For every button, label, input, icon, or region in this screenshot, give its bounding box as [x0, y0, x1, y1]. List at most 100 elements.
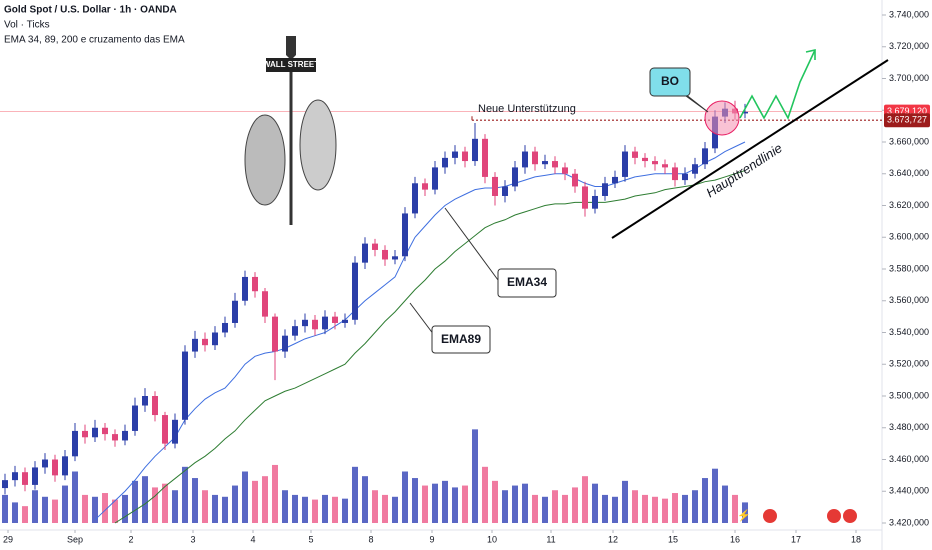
header-volume: Vol · Ticks — [4, 20, 50, 31]
candle-body — [622, 151, 628, 177]
candle-body — [372, 243, 378, 250]
sign-top — [286, 36, 296, 60]
candle-body — [312, 319, 318, 330]
volume-bar — [52, 499, 58, 523]
y-tick-label: 3.420,000 — [889, 517, 929, 527]
projection-arrow — [739, 49, 816, 120]
volume-bar — [742, 502, 748, 523]
candle-body — [562, 167, 568, 174]
bull — [299, 99, 337, 191]
volume-bar — [552, 490, 558, 523]
bo-label: BO — [661, 74, 679, 88]
candle-body — [582, 186, 588, 209]
volume-bar — [122, 494, 128, 523]
volume-bar — [362, 476, 368, 523]
volume-bar — [72, 471, 78, 523]
volume-bar — [722, 485, 728, 523]
candle-body — [22, 472, 28, 485]
volume-bar — [152, 487, 158, 523]
y-tick-label: 3.640,000 — [889, 168, 929, 178]
candle-body — [212, 332, 218, 346]
volume-bar — [62, 485, 68, 523]
y-tick-label: 3.700,000 — [889, 73, 929, 83]
volume-bar — [232, 485, 238, 523]
candle-body — [242, 276, 248, 301]
volume-bar — [572, 487, 578, 523]
candle-body — [12, 472, 18, 481]
candle-body — [692, 164, 698, 174]
candle-body — [202, 338, 208, 346]
x-tick-label: 8 — [368, 534, 373, 544]
y-tick-label: 3.660,000 — [889, 136, 929, 146]
us-event-icon — [843, 509, 857, 523]
us-event-icon — [827, 509, 841, 523]
volume-bar — [302, 496, 308, 523]
volume-bar — [352, 466, 358, 523]
candle-body — [642, 157, 648, 162]
volume-bar — [172, 490, 178, 523]
candle-body — [492, 176, 498, 196]
volume-bar — [282, 490, 288, 523]
volume-bar — [582, 476, 588, 523]
candle-body — [332, 316, 338, 323]
volume-bar — [682, 494, 688, 523]
volume-bar — [312, 499, 318, 523]
volume-bar — [12, 502, 18, 523]
x-tick-label: Sep — [67, 534, 83, 544]
candle-body — [502, 186, 508, 196]
y-tick-label: 3.440,000 — [889, 486, 929, 496]
candle-body — [452, 151, 458, 158]
volume-bar — [372, 490, 378, 523]
y-tick-label: 3.620,000 — [889, 200, 929, 210]
volume-bar — [272, 464, 278, 523]
x-tick-label: 16 — [730, 534, 740, 544]
candle-body — [682, 173, 688, 181]
candle-body — [442, 157, 448, 168]
candle-body — [52, 459, 58, 476]
volume-bar — [612, 496, 618, 523]
main-trendline — [611, 59, 889, 239]
sign-text: WALL STREET — [263, 60, 319, 69]
y-tick-label: 3.740,000 — [889, 9, 929, 19]
candle-body — [532, 151, 538, 165]
price-tag-label: 3.673,727 — [887, 115, 927, 125]
breakout-circle — [704, 100, 740, 136]
y-tick-label: 3.580,000 — [889, 263, 929, 273]
wall-street-illustration: WALL STREET — [244, 36, 337, 225]
volume-bar — [642, 494, 648, 523]
volume-bar — [222, 496, 228, 523]
volume-bar — [292, 494, 298, 523]
volume-bar — [502, 490, 508, 523]
header-symbol: Gold Spot / U.S. Dollar · 1h · OANDA — [4, 5, 177, 16]
candle-body — [362, 243, 368, 263]
volume-bar — [252, 480, 258, 523]
volume-bar — [632, 490, 638, 523]
candle-body — [2, 480, 8, 489]
candle-body — [572, 173, 578, 187]
volume-bar — [212, 494, 218, 523]
volume-bar — [202, 490, 208, 523]
us-event-icon — [763, 509, 777, 523]
candle-body — [152, 396, 158, 416]
x-tick-label: 4 — [250, 534, 255, 544]
price-tag-label: 3.679,120 — [887, 106, 927, 116]
volume-bar — [542, 496, 548, 523]
candle-body — [352, 262, 358, 320]
candle-body — [552, 161, 558, 168]
volume-bar — [2, 494, 8, 523]
volume-bar — [42, 496, 48, 523]
candle-body — [342, 319, 348, 323]
volume-bar — [132, 480, 138, 523]
candle-body — [612, 176, 618, 184]
candle-body — [42, 459, 48, 468]
volume-bar — [702, 478, 708, 523]
candle-body — [662, 164, 668, 168]
candle-body — [742, 111, 748, 114]
x-tick-label: 9 — [429, 534, 434, 544]
candle-body — [322, 316, 328, 330]
candle-body — [252, 276, 258, 292]
y-tick-label: 3.460,000 — [889, 454, 929, 464]
volume-bar — [142, 476, 148, 523]
